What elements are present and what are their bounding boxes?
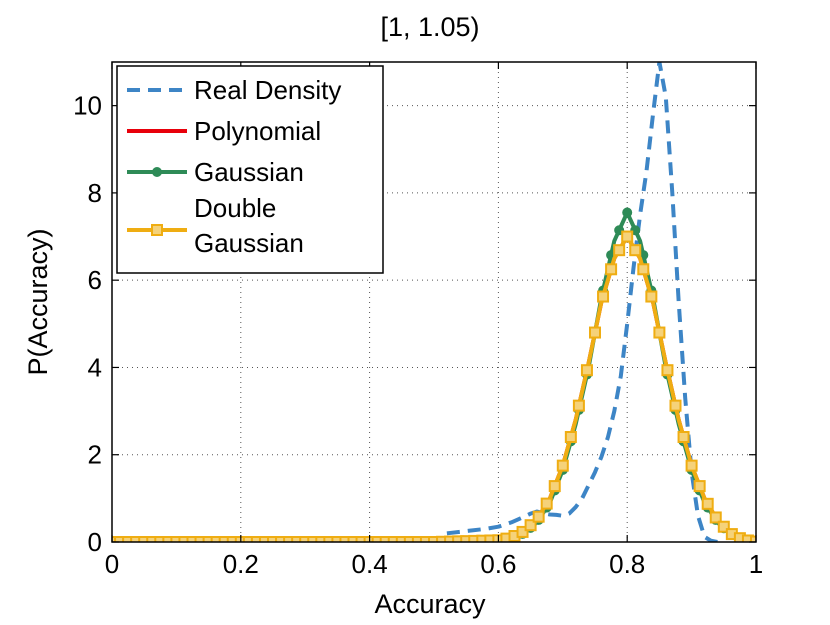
marker-double-gaussian [580,364,593,377]
marker-double-gaussian [291,536,304,542]
marker-double-gaussian [122,536,135,542]
marker-double-gaussian [331,536,344,542]
y-tick-label: 6 [88,265,102,295]
marker-double-gaussian [709,511,722,524]
marker-double-gaussian [355,536,368,542]
marker-double-gaussian [242,536,255,542]
marker-double-gaussian [202,536,215,542]
marker-double-gaussian [186,536,199,542]
marker-double-gaussian [669,399,682,412]
legend-label-double-gaussian: Double Gaussian [194,193,304,258]
marker-double-gaussian [162,536,175,542]
x-tick-label: 0.4 [352,549,388,579]
marker-double-gaussian [419,536,432,542]
y-tick-label: 4 [88,352,102,382]
marker-double-gaussian [299,536,312,542]
marker-double-gaussian [556,459,569,472]
plot-frame [111,61,757,543]
marker-double-gaussian [428,536,440,542]
marker-double-gaussian [717,520,730,533]
marker-double-gaussian [387,536,400,542]
marker-double-gaussian [130,536,143,542]
marker-double-gaussian [589,326,601,339]
legend-label-gaussian: Gaussian [194,157,304,187]
marker-double-gaussian [532,510,545,523]
x-tick-label: 0.2 [223,549,259,579]
marker-double-gaussian [347,536,360,542]
y-tick-label: 10 [73,91,102,121]
marker-double-gaussian [371,536,384,542]
y-tick-label: 8 [88,178,102,208]
marker-double-gaussian [323,536,336,542]
y-tick-label: 2 [88,440,102,470]
marker-double-gaussian [114,536,127,542]
marker-double-gaussian [564,431,577,443]
marker-double-gaussian [605,263,618,276]
marker-gaussian [622,207,633,218]
marker-double-gaussian [653,326,666,339]
chart-title: [1, 1.05) [380,12,479,42]
legend: Real Density Polynomial Gaussian Double Gaus… [116,65,384,274]
series-layer [112,62,756,542]
marker-double-gaussian [597,290,610,303]
marker-double-gaussian [307,536,320,542]
marker-double-gaussian [210,536,223,542]
marker-double-gaussian [685,459,698,472]
marker-double-gaussian [226,536,239,542]
marker-double-gaussian [701,497,714,510]
marker-double-gaussian [250,536,263,542]
y-tick-label: 0 [88,527,102,557]
x-tick-label: 1 [749,549,763,579]
marker-double-gaussian [258,536,271,542]
x-tick-label: 0.6 [480,549,516,579]
marker-double-gaussian [548,480,561,493]
legend-marker-double-gaussian [151,224,163,236]
marker-double-gaussian [194,536,207,542]
marker-double-gaussian [178,536,191,542]
marker-double-gaussian [267,536,279,542]
x-axis-title: Accuracy [374,589,486,619]
series-line-polynomial [112,234,756,542]
series-line-double-gaussian [112,234,756,542]
marker-double-gaussian [693,480,706,493]
series-line-real-density [446,62,718,542]
y-axis-title: P(Accuracy) [23,228,53,375]
marker-double-gaussian [645,290,658,303]
marker-double-gaussian [146,536,159,542]
marker-double-gaussian [138,536,151,542]
marker-double-gaussian [516,525,529,538]
marker-double-gaussian [540,497,553,510]
legend-label-real-density: Real Density [194,75,341,105]
marker-double-gaussian [315,536,328,542]
marker-double-gaussian [339,536,352,542]
marker-double-gaussian [275,536,288,542]
legend-marker-gaussian [152,167,162,177]
legend-box [116,65,384,274]
legend-label-polynomial: Polynomial [194,116,321,146]
marker-double-gaussian [629,244,642,257]
marker-double-gaussian [154,536,167,542]
marker-double-gaussian [403,536,416,542]
marker-double-gaussian [379,536,392,542]
marker-double-gaussian [613,244,626,257]
marker-double-gaussian [395,536,408,542]
marker-double-gaussian [411,536,424,542]
marker-double-gaussian [283,536,296,542]
marker-double-gaussian [637,263,650,276]
marker-double-gaussian [572,399,585,412]
x-tick-label: 0 [105,549,119,579]
marker-double-gaussian [677,431,690,443]
marker-double-gaussian [661,364,674,377]
marker-double-gaussian [621,230,634,243]
x-tick-label: 0.8 [609,549,645,579]
marker-double-gaussian [524,519,537,532]
marker-double-gaussian [170,536,183,542]
marker-double-gaussian [218,536,231,542]
